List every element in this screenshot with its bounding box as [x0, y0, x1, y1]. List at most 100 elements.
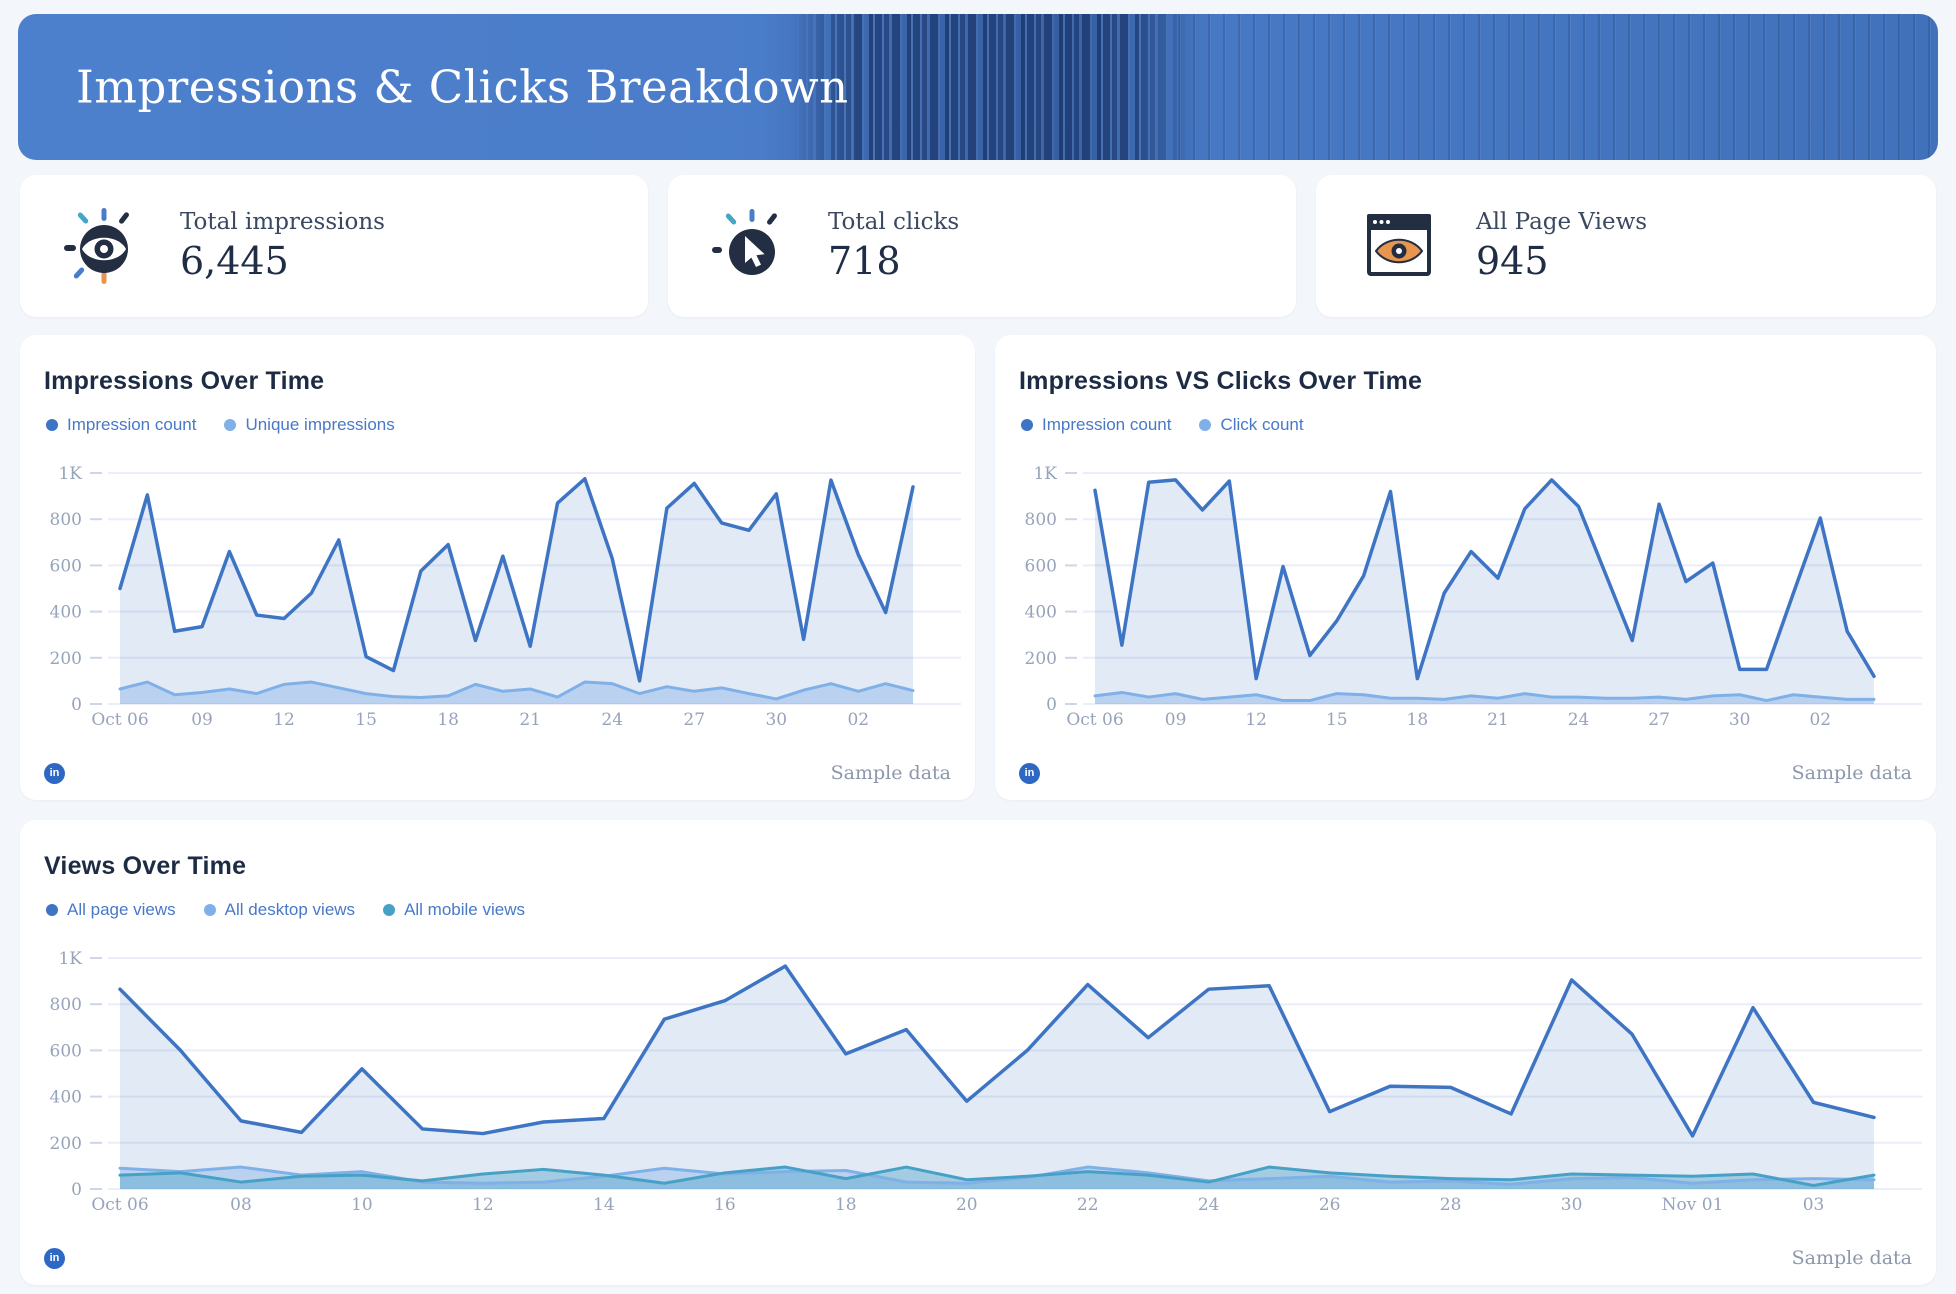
- legend-label: Click count: [1220, 415, 1304, 434]
- svg-text:21: 21: [1487, 710, 1509, 730]
- kpi-card-all-page-views: All Page Views 945: [1316, 175, 1936, 317]
- legend-label: All mobile views: [404, 900, 525, 919]
- svg-text:15: 15: [355, 710, 377, 730]
- svg-text:Oct 06: Oct 06: [91, 1195, 148, 1215]
- svg-text:200: 200: [50, 1134, 82, 1154]
- svg-text:16: 16: [714, 1195, 736, 1215]
- svg-text:20: 20: [956, 1195, 978, 1215]
- svg-text:30: 30: [765, 710, 787, 730]
- svg-text:28: 28: [1440, 1195, 1462, 1215]
- chart-legend: All page views All desktop views All mobil…: [46, 900, 525, 920]
- linkedin-icon: in: [1019, 762, 1040, 784]
- chart-legend: Impression count Unique impressions: [46, 415, 395, 435]
- dashboard-header: Impressions & Clicks Breakdown: [18, 14, 1938, 160]
- eye-sparkle-icon: [64, 205, 144, 287]
- svg-text:0: 0: [1046, 695, 1057, 715]
- svg-text:12: 12: [1245, 710, 1267, 730]
- legend-dot: [1021, 419, 1033, 431]
- legend-dot: [203, 904, 216, 916]
- legend-item-all-mobile-views[interactable]: All mobile views: [383, 900, 525, 920]
- svg-text:18: 18: [835, 1195, 857, 1215]
- svg-text:0: 0: [71, 1180, 82, 1200]
- legend-item-impression-count[interactable]: Impression count: [46, 415, 196, 435]
- linkedin-icon: in: [44, 1247, 65, 1269]
- svg-text:18: 18: [1407, 710, 1429, 730]
- header-stripe-texture-dense: [793, 14, 1193, 160]
- header-stripe-texture-wide: [1178, 14, 1938, 160]
- svg-text:26: 26: [1319, 1195, 1341, 1215]
- legend-label: All page views: [67, 900, 176, 919]
- svg-text:22: 22: [1077, 1195, 1099, 1215]
- svg-text:02: 02: [1809, 710, 1831, 730]
- kpi-label: Total clicks: [828, 209, 960, 236]
- legend-label: Impression count: [1042, 415, 1172, 434]
- legend-item-all-page-views[interactable]: All page views: [46, 900, 176, 920]
- svg-text:12: 12: [472, 1195, 494, 1215]
- legend-dot: [46, 904, 58, 916]
- legend-dot: [46, 419, 58, 431]
- chart-card-views-over-time: Views Over Time All page views All deskto…: [20, 820, 1936, 1285]
- area-chart-views-over-time: 0 200 400 600 800 1K Oct 06 08 10 12 14 16 18 20 22 24 2…: [20, 920, 1936, 1215]
- svg-text:800: 800: [50, 510, 82, 530]
- svg-text:24: 24: [1198, 1195, 1220, 1215]
- legend-dot: [224, 419, 237, 431]
- svg-text:09: 09: [1165, 710, 1187, 730]
- svg-text:1K: 1K: [58, 464, 82, 484]
- kpi-value: 6,445: [180, 238, 289, 283]
- area-chart-impressions-vs-clicks: 0 200 400 600 800 1K Oct 06 09 12 15 18 21 24 27 30 02: [995, 435, 1936, 730]
- svg-text:27: 27: [683, 710, 705, 730]
- legend-label: Impression count: [67, 415, 197, 434]
- legend-label: All desktop views: [224, 900, 356, 919]
- svg-text:Oct 06: Oct 06: [1066, 710, 1123, 730]
- page-title: Impressions & Clicks Breakdown: [76, 60, 849, 114]
- svg-text:24: 24: [1568, 710, 1590, 730]
- svg-text:15: 15: [1326, 710, 1348, 730]
- chart-title: Views Over Time: [44, 852, 247, 880]
- browser-eye-icon: [1360, 205, 1440, 287]
- svg-text:1K: 1K: [1033, 464, 1057, 484]
- legend-dot: [383, 904, 396, 916]
- svg-text:400: 400: [50, 603, 82, 623]
- svg-text:Nov 01: Nov 01: [1662, 1195, 1724, 1215]
- cursor-click-icon: [712, 205, 792, 287]
- legend-item-all-desktop-views[interactable]: All desktop views: [203, 900, 356, 920]
- svg-text:03: 03: [1803, 1195, 1825, 1215]
- legend-item-click-count[interactable]: Click count: [1199, 415, 1304, 435]
- chart-card-impressions-vs-clicks: Impressions VS Clicks Over Time Impressi…: [995, 335, 1936, 800]
- svg-text:12: 12: [273, 710, 295, 730]
- sample-data-note: Sample data: [830, 762, 951, 784]
- svg-text:30: 30: [1561, 1195, 1583, 1215]
- kpi-value: 718: [828, 238, 901, 283]
- svg-text:18: 18: [437, 710, 459, 730]
- svg-text:600: 600: [1025, 556, 1057, 576]
- legend-dot: [1199, 419, 1212, 431]
- svg-text:21: 21: [519, 710, 541, 730]
- svg-text:08: 08: [230, 1195, 252, 1215]
- svg-text:0: 0: [71, 695, 82, 715]
- svg-text:27: 27: [1648, 710, 1670, 730]
- svg-text:1K: 1K: [58, 949, 82, 969]
- kpi-value: 945: [1476, 238, 1549, 283]
- legend-item-unique-impressions[interactable]: Unique impressions: [224, 415, 395, 435]
- kpi-card-total-clicks: Total clicks 718: [668, 175, 1296, 317]
- sample-data-note: Sample data: [1791, 762, 1912, 784]
- svg-text:200: 200: [50, 649, 82, 669]
- svg-text:800: 800: [50, 995, 82, 1015]
- svg-text:02: 02: [847, 710, 869, 730]
- svg-text:10: 10: [351, 1195, 373, 1215]
- chart-legend: Impression count Click count: [1021, 415, 1304, 435]
- svg-text:200: 200: [1025, 649, 1057, 669]
- chart-card-impressions-over-time: Impressions Over Time Impression count Un…: [20, 335, 975, 800]
- svg-text:24: 24: [601, 710, 623, 730]
- svg-text:800: 800: [1025, 510, 1057, 530]
- svg-text:600: 600: [50, 556, 82, 576]
- legend-label: Unique impressions: [245, 415, 395, 434]
- legend-item-impression-count[interactable]: Impression count: [1021, 415, 1171, 435]
- svg-text:400: 400: [50, 1088, 82, 1108]
- kpi-label: Total impressions: [180, 209, 385, 236]
- chart-title: Impressions Over Time: [44, 367, 325, 395]
- svg-text:09: 09: [191, 710, 213, 730]
- kpi-label: All Page Views: [1476, 209, 1648, 236]
- svg-text:Oct 06: Oct 06: [91, 710, 148, 730]
- svg-text:30: 30: [1729, 710, 1751, 730]
